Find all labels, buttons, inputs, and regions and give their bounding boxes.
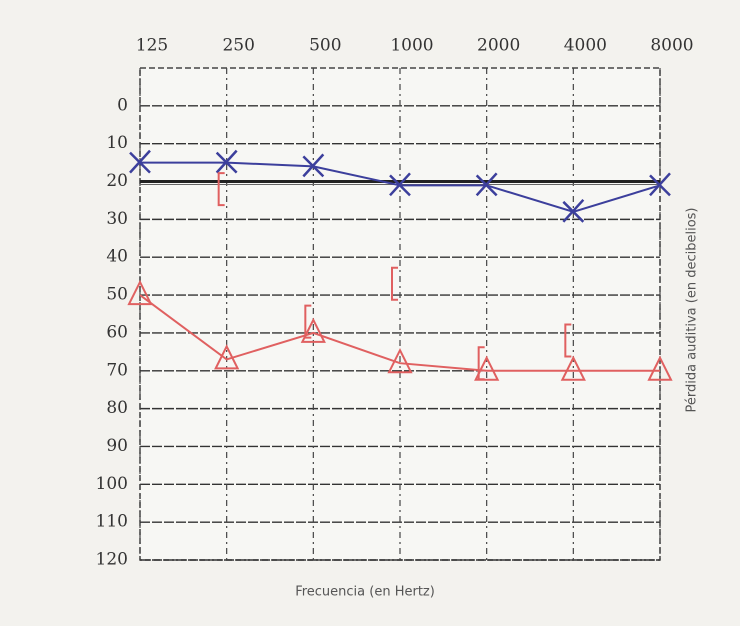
y-tick-label: 110: [96, 512, 128, 532]
y-tick-label: 100: [96, 474, 128, 494]
x-tick-label: 1000: [390, 36, 433, 56]
x-tick-label: 8000: [650, 36, 693, 56]
y-tick-label: 40: [106, 247, 128, 267]
y-tick-label: 90: [106, 436, 128, 456]
y-tick-label: 120: [96, 550, 128, 570]
x-axis-label: Frecuencia (en Hertz): [295, 585, 435, 600]
page: {"chart_data": {"type": "line", "x_label…: [0, 0, 740, 626]
y-tick-label: 50: [106, 285, 128, 305]
y-tick-label: 80: [106, 398, 128, 418]
x-tick-label: 2000: [477, 36, 520, 56]
y-tick-label: 70: [106, 360, 128, 380]
y-tick-label: 30: [106, 209, 128, 229]
x-tick-label: 500: [309, 36, 341, 56]
y-tick-label: 10: [106, 133, 128, 153]
x-tick-label: 250: [222, 36, 254, 56]
x-tick-label: 125: [136, 36, 168, 56]
y-tick-label: 60: [106, 322, 128, 342]
y-tick-label: 0: [117, 95, 128, 115]
y-axis-label: Pérdida auditiva (en decibelios): [685, 208, 700, 413]
x-tick-label: 4000: [564, 36, 607, 56]
y-tick-label: 20: [106, 171, 128, 191]
chart: Frecuencia (en Hertz) Pérdida auditiva (…: [0, 0, 740, 626]
